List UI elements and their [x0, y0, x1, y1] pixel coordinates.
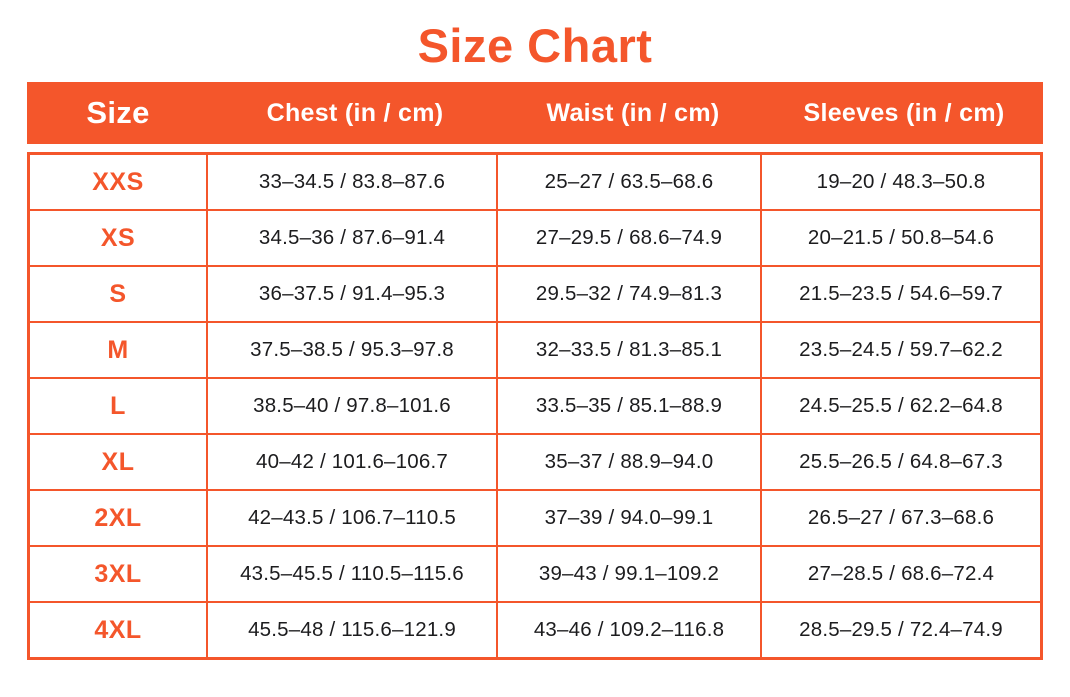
chest-cell: 40–42 / 101.6–106.7	[208, 435, 496, 489]
chest-cell: 38.5–40 / 97.8–101.6	[208, 379, 496, 433]
size-cell: XXS	[30, 155, 206, 209]
column-header-size: Size	[86, 95, 150, 130]
chest-cell: 45.5–48 / 115.6–121.9	[208, 603, 496, 657]
size-cell: 4XL	[30, 603, 206, 657]
sleeves-cell: 24.5–25.5 / 62.2–64.8	[762, 379, 1040, 433]
page-title: Size Chart	[417, 19, 653, 72]
waist-cell: 37–39 / 94.0–99.1	[498, 491, 760, 545]
waist-cell: 39–43 / 99.1–109.2	[498, 547, 760, 601]
chest-cell: 34.5–36 / 87.6–91.4	[208, 211, 496, 265]
chest-cell: 36–37.5 / 91.4–95.3	[208, 267, 496, 321]
sleeves-cell: 25.5–26.5 / 64.8–67.3	[762, 435, 1040, 489]
table-header-row: Size Chest (in / cm) Waist (in / cm) Sle…	[27, 82, 1043, 144]
waist-cell: 33.5–35 / 85.1–88.9	[498, 379, 760, 433]
size-cell: XL	[30, 435, 206, 489]
sleeves-cell: 21.5–23.5 / 54.6–59.7	[762, 267, 1040, 321]
waist-cell: 35–37 / 88.9–94.0	[498, 435, 760, 489]
sleeves-cell: 27–28.5 / 68.6–72.4	[762, 547, 1040, 601]
chest-cell: 33–34.5 / 83.8–87.6	[208, 155, 496, 209]
size-cell: 3XL	[30, 547, 206, 601]
size-cell: 2XL	[30, 491, 206, 545]
sleeves-cell: 26.5–27 / 67.3–68.6	[762, 491, 1040, 545]
waist-cell: 29.5–32 / 74.9–81.3	[498, 267, 760, 321]
column-header-waist: Waist (in / cm)	[546, 98, 720, 127]
sleeves-cell: 28.5–29.5 / 72.4–74.9	[762, 603, 1040, 657]
size-chart-table: Size Chest (in / cm) Waist (in / cm) Sle…	[27, 82, 1043, 660]
sleeves-cell: 19–20 / 48.3–50.8	[762, 155, 1040, 209]
waist-cell: 25–27 / 63.5–68.6	[498, 155, 760, 209]
sleeves-cell: 20–21.5 / 50.8–54.6	[762, 211, 1040, 265]
size-cell: S	[30, 267, 206, 321]
table-body: XXS 33–34.5 / 83.8–87.6 25–27 / 63.5–68.…	[27, 152, 1043, 660]
size-cell: M	[30, 323, 206, 377]
waist-cell: 32–33.5 / 81.3–85.1	[498, 323, 760, 377]
chest-cell: 37.5–38.5 / 95.3–97.8	[208, 323, 496, 377]
header-body-divider	[27, 144, 1043, 152]
sleeves-cell: 23.5–24.5 / 59.7–62.2	[762, 323, 1040, 377]
size-cell: L	[30, 379, 206, 433]
waist-cell: 43–46 / 109.2–116.8	[498, 603, 760, 657]
column-header-chest: Chest (in / cm)	[266, 98, 444, 127]
chest-cell: 42–43.5 / 106.7–110.5	[208, 491, 496, 545]
waist-cell: 27–29.5 / 68.6–74.9	[498, 211, 760, 265]
size-cell: XS	[30, 211, 206, 265]
column-header-sleeves: Sleeves (in / cm)	[803, 98, 1005, 127]
chest-cell: 43.5–45.5 / 110.5–115.6	[208, 547, 496, 601]
